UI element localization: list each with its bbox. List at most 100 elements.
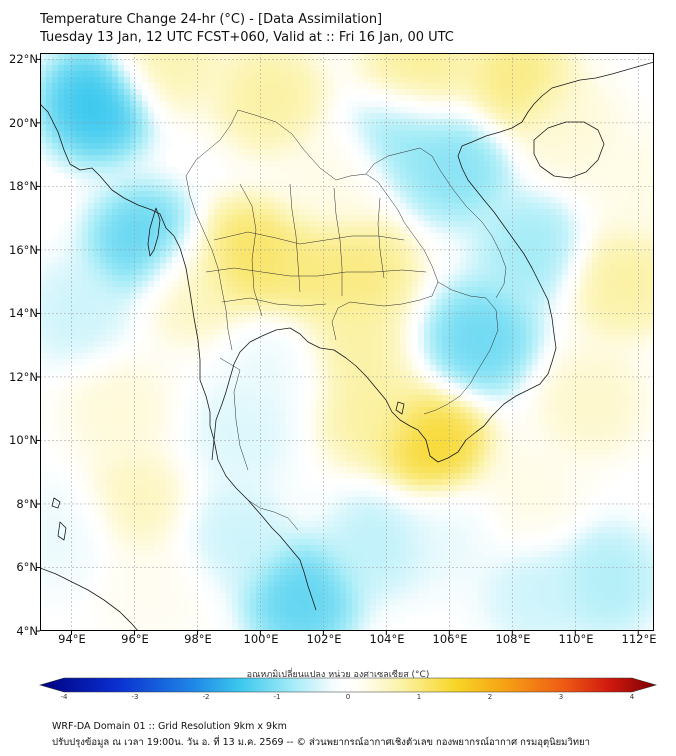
field-cell [340, 317, 347, 324]
field-cell [184, 59, 191, 66]
field-cell [178, 251, 185, 258]
field-cell [208, 227, 215, 234]
field-cell [328, 257, 335, 264]
field-cell [100, 125, 107, 132]
field-cell [316, 83, 323, 90]
field-cell [598, 131, 605, 138]
field-cell [82, 251, 89, 258]
field-cell [646, 149, 653, 156]
field-cell [328, 329, 335, 336]
field-cell [58, 263, 65, 270]
field-cell [580, 143, 587, 150]
field-cell [502, 257, 509, 264]
field-cell [460, 335, 467, 342]
field-cell [562, 275, 569, 282]
field-cell [52, 125, 59, 132]
field-cell [52, 173, 59, 180]
field-cell [418, 311, 425, 318]
field-cell [196, 281, 203, 288]
field-cell [544, 263, 551, 270]
field-cell [466, 269, 473, 276]
field-cell [244, 161, 251, 168]
field-cell [220, 167, 227, 174]
field-cell [550, 221, 557, 228]
field-cell [484, 233, 491, 240]
field-cell [520, 293, 527, 300]
field-cell [316, 161, 323, 168]
field-cell [652, 311, 654, 318]
field-cell [502, 89, 509, 96]
field-cell [424, 161, 431, 168]
field-cell [478, 197, 485, 204]
field-cell [280, 59, 287, 66]
field-cell [214, 83, 221, 90]
field-cell [250, 215, 257, 222]
field-cell [352, 323, 359, 330]
field-cell [418, 209, 425, 216]
field-cell [616, 311, 623, 318]
field-cell [46, 317, 53, 324]
field-cell [490, 89, 497, 96]
field-cell [478, 329, 485, 336]
field-cell [142, 77, 149, 84]
field-cell [496, 137, 503, 144]
field-cell [418, 101, 425, 108]
field-cell [172, 173, 179, 180]
field-cell [214, 323, 221, 330]
field-cell [52, 197, 59, 204]
field-cell [250, 155, 257, 162]
field-cell [406, 185, 413, 192]
field-cell [550, 239, 557, 246]
field-cell [640, 161, 647, 168]
field-cell [280, 125, 287, 132]
field-cell [82, 287, 89, 294]
field-cell [124, 71, 131, 78]
field-cell [610, 335, 617, 342]
field-cell [478, 305, 485, 312]
field-cell [214, 335, 221, 342]
field-cell [40, 119, 47, 126]
field-cell [436, 77, 443, 84]
field-cell [52, 293, 59, 300]
field-cell [460, 191, 467, 198]
field-cell [58, 65, 65, 72]
field-cell [226, 155, 233, 162]
field-cell [112, 281, 119, 288]
field-cell [94, 245, 101, 252]
field-cell [238, 251, 245, 258]
field-cell [508, 209, 515, 216]
field-cell [586, 167, 593, 174]
field-cell [502, 167, 509, 174]
field-cell [136, 251, 143, 258]
field-cell [226, 53, 233, 60]
field-cell [526, 161, 533, 168]
field-cell [334, 173, 341, 180]
field-cell [400, 287, 407, 294]
field-cell [88, 119, 95, 126]
field-cell [166, 233, 173, 240]
field-cell [436, 155, 443, 162]
field-cell [640, 167, 647, 174]
field-cell [178, 341, 185, 348]
field-cell [310, 71, 317, 78]
field-cell [376, 251, 383, 258]
field-cell [292, 317, 299, 324]
field-cell [256, 101, 263, 108]
field-cell [460, 125, 467, 132]
field-cell [310, 155, 317, 162]
field-cell [94, 167, 101, 174]
field-cell [646, 293, 653, 300]
field-cell [154, 173, 161, 180]
field-cell [184, 293, 191, 300]
field-cell [148, 215, 155, 222]
field-cell [370, 215, 377, 222]
field-cell [166, 293, 173, 300]
field-cell [376, 71, 383, 78]
field-cell [310, 257, 317, 264]
field-cell [64, 335, 71, 342]
field-cell [496, 185, 503, 192]
field-cell [640, 185, 647, 192]
field-cell [418, 83, 425, 90]
field-cell [562, 299, 569, 306]
field-cell [592, 89, 599, 96]
